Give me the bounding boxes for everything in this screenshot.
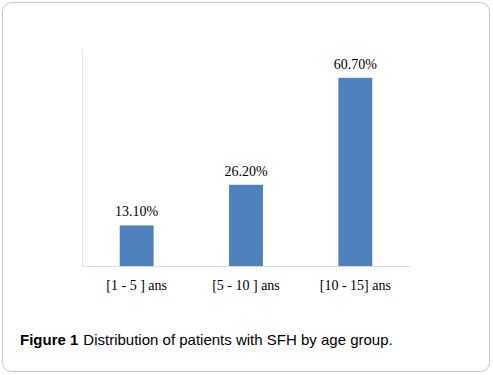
x-tick-label: [5 - 10 ] ans (212, 278, 280, 293)
figure-label: Figure 1 (20, 331, 78, 348)
bars (120, 78, 373, 266)
data-label: 26.20% (224, 164, 268, 179)
chart-root: [1 - 5 ] ans [5 - 10 ] ans [10 - 15] ans 13… (0, 0, 493, 375)
y-axis (82, 50, 83, 267)
title: Distribution of patients with SFH by age… (83, 331, 392, 348)
data-label: 13.10% (115, 204, 159, 219)
bar (229, 185, 263, 266)
frame (3, 3, 490, 372)
x-axis-line (83, 266, 411, 267)
y-axis-line (82, 50, 83, 267)
bar (338, 78, 372, 266)
x-tick: [5 - 10 ] ans (212, 266, 280, 293)
data-labels: 13.10% 26.20% 60.70% (115, 57, 377, 220)
bar (120, 225, 154, 266)
x-tick-label: [1 - 5 ] ans (106, 278, 167, 293)
data-label: 60.70% (334, 57, 378, 72)
x-tick: [1 - 5 ] ans (106, 266, 167, 293)
x-tick: [10 - 15] ans (320, 266, 391, 293)
x-axis: [1 - 5 ] ans [5 - 10 ] ans [10 - 15] ans (83, 266, 411, 293)
x-tick-label: [10 - 15] ans (320, 278, 391, 293)
caption: Figure 1 Distribution of patients with SF… (20, 331, 393, 348)
